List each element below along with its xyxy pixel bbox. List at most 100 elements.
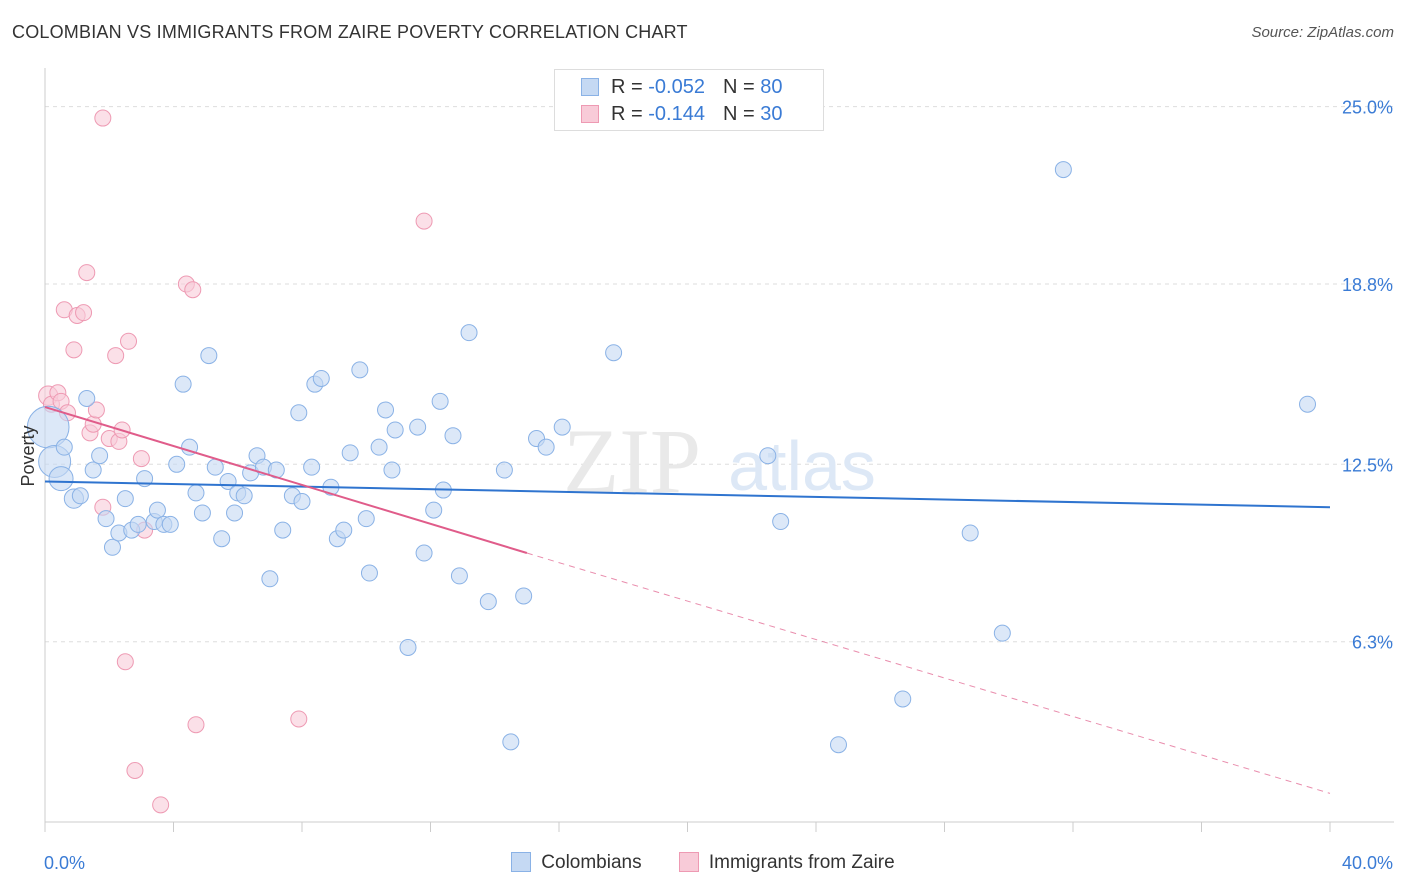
y-tick-label: 12.5%	[1342, 455, 1393, 475]
colombians-point	[360, 564, 378, 582]
series-legend: Colombians Immigrants from Zaire	[0, 852, 1406, 874]
x-tick-label: 0.0%	[44, 853, 85, 873]
watermark-atlas: atlas	[728, 427, 876, 505]
legend-item-colombians: Colombians	[511, 852, 642, 874]
colombians-point	[174, 375, 192, 393]
colombians-point	[370, 438, 388, 456]
legend-swatch-blue	[581, 78, 599, 96]
colombians-point	[894, 690, 912, 708]
colombians-point	[415, 544, 433, 562]
colombians-point	[537, 438, 555, 456]
colombians-point	[377, 401, 395, 419]
colombians-point	[200, 347, 218, 365]
colombians-point	[495, 461, 513, 479]
zaire-point	[184, 281, 202, 299]
legend-item-zaire: Immigrants from Zaire	[678, 852, 895, 874]
colombians-point	[409, 418, 427, 436]
legend-swatch-blue	[511, 852, 532, 872]
colombians-point	[1054, 161, 1072, 179]
colombians-point	[399, 638, 417, 656]
zaire-point	[116, 653, 134, 671]
colombians-point	[303, 458, 321, 476]
axes	[44, 68, 1394, 832]
colombians-point	[772, 513, 790, 531]
colombians-point	[605, 344, 623, 362]
zaire-trend-extension	[526, 552, 1331, 794]
zaire-point	[120, 332, 138, 350]
zaire-point	[75, 304, 93, 322]
legend-row-colombians: R = -0.052 N = 80	[581, 76, 782, 100]
correlation-legend: R = -0.052 N = 80 R = -0.144 N = 30	[554, 69, 824, 131]
legend-label-zaire: Immigrants from Zaire	[708, 852, 895, 873]
zaire-point	[78, 264, 96, 282]
colombians-point	[425, 501, 443, 519]
colombians-point	[312, 369, 330, 387]
colombians-point	[168, 455, 186, 473]
colombians-point	[341, 444, 359, 462]
colombians-point	[431, 392, 449, 410]
y-tick-label: 25.0%	[1342, 98, 1393, 118]
zaire-point	[65, 341, 83, 359]
colombians-point	[71, 487, 89, 505]
y-tick-label: 18.8%	[1342, 275, 1393, 295]
colombians-point	[91, 447, 109, 465]
legend-n-value: 80	[760, 76, 783, 98]
colombians-point	[383, 461, 401, 479]
colombians-point	[235, 487, 253, 505]
zaire-point	[94, 109, 112, 127]
legend-label-colombians: Colombians	[541, 852, 642, 873]
colombians-point	[450, 567, 468, 585]
colombians-point	[444, 427, 462, 445]
colombians-point	[553, 418, 571, 436]
colombians-point	[479, 593, 497, 611]
legend-swatch-pink	[581, 105, 599, 123]
colombians-point	[293, 493, 311, 511]
colombians-point	[84, 461, 102, 479]
zaire-point	[290, 710, 308, 728]
colombians-point	[335, 521, 353, 539]
x-tick-label: 40.0%	[1342, 853, 1393, 873]
chart-source: Source: ZipAtlas.com	[1251, 24, 1394, 41]
colombians-point	[274, 521, 292, 539]
y-axis-label: Poverty	[18, 425, 38, 486]
grid-lines	[45, 106, 1394, 643]
colombians-point	[460, 324, 478, 342]
colombians-point	[213, 530, 231, 548]
legend-n-value: 30	[760, 103, 783, 125]
zaire-point	[415, 212, 433, 230]
zaire-point	[87, 401, 105, 419]
zaire-point	[126, 761, 144, 779]
colombians-point	[97, 510, 115, 528]
colombians-point	[261, 570, 279, 588]
trend-lines	[44, 406, 1331, 794]
colombians-point	[193, 504, 211, 522]
colombians-point	[148, 501, 166, 519]
colombians-point	[161, 515, 179, 533]
legend-r-value: -0.052	[648, 76, 705, 98]
colombians-point	[357, 510, 375, 528]
colombians-point	[226, 504, 244, 522]
colombians-point	[78, 389, 96, 407]
zaire-point	[187, 716, 205, 734]
colombians-point	[829, 736, 847, 754]
colombians-point	[759, 447, 777, 465]
colombians-point	[48, 466, 74, 492]
y-tick-label: 6.3%	[1352, 633, 1393, 653]
tick-labels: 6.3% 12.5% 18.8% 25.0% 0.0% 40.0%	[44, 98, 1393, 873]
zaire-point	[107, 347, 125, 365]
legend-n-label: N =	[722, 103, 761, 125]
legend-row-zaire: R = -0.144 N = 30	[581, 103, 782, 127]
colombians-point	[502, 733, 520, 751]
colombians-point	[206, 458, 224, 476]
series-colombians-points	[26, 161, 1317, 754]
colombians-point	[187, 484, 205, 502]
legend-n-label: N =	[722, 76, 761, 98]
colombians-point	[290, 404, 308, 422]
colombians-point	[129, 515, 147, 533]
colombians-point	[1299, 395, 1317, 413]
legend-r-value: -0.144	[648, 103, 705, 125]
colombians-point	[55, 438, 73, 456]
legend-r-label: R =	[611, 103, 649, 125]
zaire-point	[132, 450, 150, 468]
